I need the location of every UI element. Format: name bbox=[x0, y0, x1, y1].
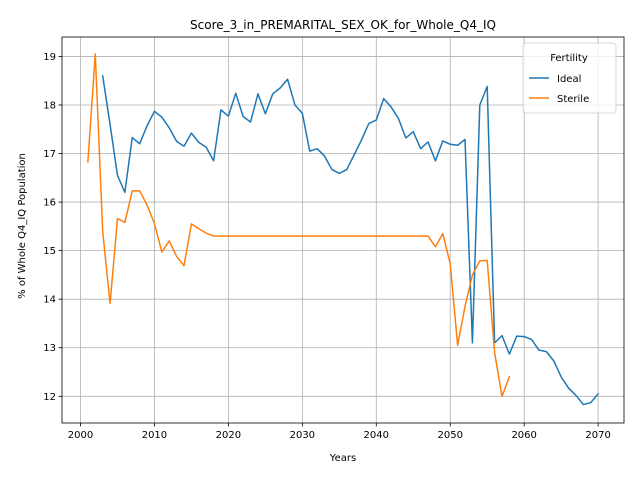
legend-box bbox=[522, 42, 617, 114]
legend-title: Fertility bbox=[550, 53, 588, 64]
x-axis-label: Years bbox=[329, 453, 356, 464]
x-tick-label: 2060 bbox=[511, 430, 536, 441]
y-tick-label: 19 bbox=[43, 52, 56, 63]
x-tick-label: 2030 bbox=[290, 430, 315, 441]
y-tick-label: 12 bbox=[43, 392, 56, 403]
x-tick-label: 2040 bbox=[364, 430, 389, 441]
y-tick-label: 15 bbox=[43, 246, 56, 257]
axis-ticks: 2000 2010 2020 2030 2040 2050 2060 2070 12 13 14 15… bbox=[43, 52, 611, 441]
plot-series bbox=[87, 53, 600, 406]
x-tick-label: 2010 bbox=[142, 430, 167, 441]
y-tick-label: 14 bbox=[43, 295, 56, 306]
series-line-ideal bbox=[101, 74, 600, 406]
x-tick-label: 2050 bbox=[437, 430, 462, 441]
x-tick-label: 2000 bbox=[68, 430, 93, 441]
legend-label-sterile: Sterile bbox=[557, 94, 589, 105]
legend-label-ideal: Ideal bbox=[557, 74, 581, 85]
y-tick-label: 13 bbox=[43, 343, 56, 354]
y-tick-label: 17 bbox=[43, 149, 56, 160]
legend: Fertility Ideal Sterile bbox=[522, 42, 617, 114]
y-axis-label: % of Whole Q4_IQ Population bbox=[17, 153, 28, 299]
y-tick-label: 18 bbox=[43, 100, 56, 111]
chart-title: Score_3_in_PREMARITAL_SEX_OK_for_Whole_Q… bbox=[190, 18, 496, 32]
y-tick-label: 16 bbox=[43, 198, 56, 209]
x-tick-label: 2070 bbox=[585, 430, 610, 441]
series-line-sterile bbox=[87, 53, 511, 398]
x-tick-label: 2020 bbox=[216, 430, 241, 441]
plot-area-frame bbox=[61, 36, 625, 424]
